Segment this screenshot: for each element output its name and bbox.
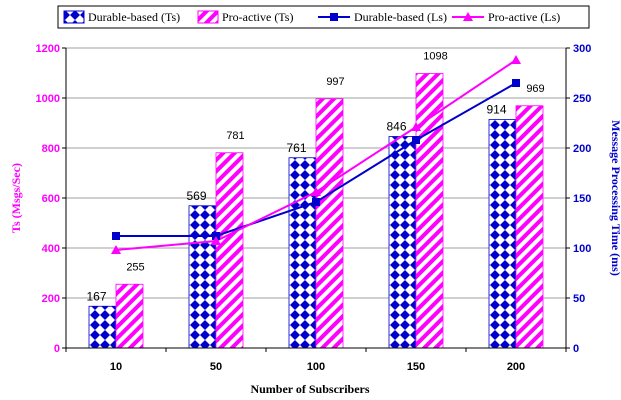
marker-durable-ls <box>312 198 320 206</box>
data-label: 761 <box>286 141 306 155</box>
data-label: 569 <box>186 189 206 203</box>
y2-tick-label: 50 <box>573 293 585 305</box>
bar-durable-ts <box>488 119 517 349</box>
bar-durable-ts <box>388 136 417 349</box>
bar-proactive-ts <box>415 73 444 349</box>
y-tick-label: 1200 <box>36 43 60 55</box>
bar-proactive-ts <box>515 105 544 349</box>
legend-swatch-proactive-ts <box>197 10 219 24</box>
legend: Durable-based (Ts) Pro-active (Ts) Durab… <box>57 5 590 29</box>
y-axis-title: Ts (Msgs/Sec) <box>9 163 23 233</box>
x-axis-title: Number of Subscribers <box>250 382 369 396</box>
x-tick-label: 50 <box>210 361 222 373</box>
y-tick-label: 1000 <box>36 93 60 105</box>
y-tick-label: 400 <box>42 243 60 255</box>
bar-durable-ts <box>88 305 117 349</box>
bar-durable-ts <box>288 157 317 349</box>
axes <box>62 47 570 352</box>
y2-tick-label: 150 <box>573 193 591 205</box>
y2-tick-label: 250 <box>573 93 591 105</box>
legend-marker-durable-ls <box>330 13 338 21</box>
data-label: 255 <box>126 261 144 273</box>
legend-label-durable-ls: Durable-based (Ls) <box>354 10 447 24</box>
bar-proactive-ts <box>315 98 344 349</box>
data-label: 781 <box>226 130 244 142</box>
marker-durable-ls <box>112 232 120 240</box>
marker-durable-ls <box>412 136 420 144</box>
y-tick-label: 0 <box>54 343 60 355</box>
y2-axis-title: Message Processing Time (ms) <box>609 120 621 276</box>
x-tick-label: 10 <box>110 361 122 373</box>
legend-label-proactive-ts: Pro-active (Ts) <box>222 10 293 24</box>
bar-proactive-ts <box>115 283 144 349</box>
y-tick-label: 200 <box>42 293 60 305</box>
data-label: 846 <box>386 120 406 134</box>
legend-label-proactive-ls: Pro-active (Ls) <box>488 10 560 24</box>
data-label: 914 <box>486 103 506 117</box>
marker-proactive-ls <box>311 187 321 196</box>
marker-proactive-ls <box>411 122 421 131</box>
legend-label-durable-ts: Durable-based (Ts) <box>88 10 180 24</box>
data-labels: 167 569 761 846 914 255 781 997 1098 969 <box>86 51 544 304</box>
data-label: 167 <box>86 289 106 303</box>
marker-proactive-ls <box>211 236 221 245</box>
data-label: 997 <box>326 76 344 88</box>
y-tick-label: 800 <box>42 143 60 155</box>
legend-marker-proactive-ls <box>463 12 473 21</box>
legend-swatch-durable-ts <box>63 10 85 24</box>
y2-tick-label: 0 <box>573 343 579 355</box>
y-tick-label: 600 <box>42 193 60 205</box>
y2-tick-label: 300 <box>573 43 591 55</box>
series-markers <box>111 55 521 254</box>
data-label: 1098 <box>423 51 447 63</box>
x-tick-label: 200 <box>507 361 525 373</box>
bars <box>88 73 544 349</box>
marker-durable-ls <box>512 79 520 87</box>
bar-proactive-ts <box>215 152 244 349</box>
x-tick-label: 100 <box>307 361 325 373</box>
data-label: 969 <box>526 83 544 95</box>
marker-proactive-ls <box>511 55 521 64</box>
y2-tick-label: 100 <box>573 243 591 255</box>
marker-proactive-ls <box>111 245 121 254</box>
tick-labels: 0 200 400 600 800 1000 1200 0 50 100 150 200 250 300 1… <box>36 43 592 373</box>
x-tick-label: 150 <box>407 361 425 373</box>
bar-durable-ts <box>188 205 217 349</box>
y2-tick-label: 200 <box>573 143 591 155</box>
